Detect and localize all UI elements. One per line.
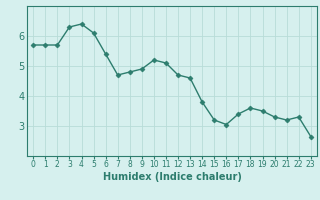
X-axis label: Humidex (Indice chaleur): Humidex (Indice chaleur) — [103, 172, 241, 182]
